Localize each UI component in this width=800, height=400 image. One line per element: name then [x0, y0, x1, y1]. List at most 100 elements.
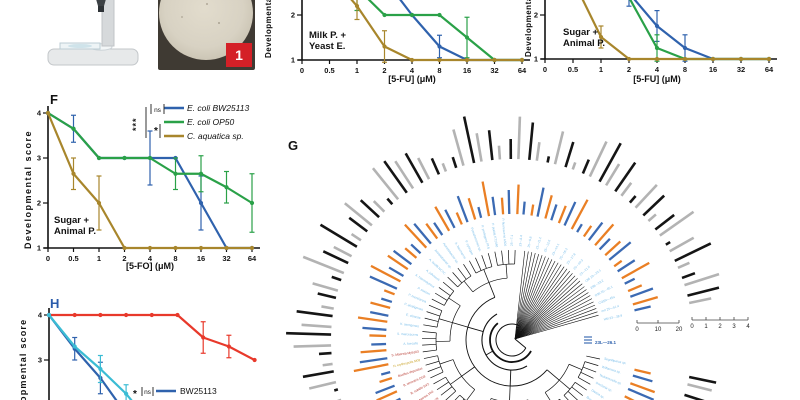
svg-text:25—12.6: 25—12.6	[543, 239, 551, 253]
svg-text:25—19.3: 25—19.3	[572, 258, 584, 270]
f-xaxis-label: [5-FO] (μM)	[126, 261, 174, 271]
svg-text:4: 4	[746, 324, 750, 330]
svg-text:ns: ns	[154, 107, 162, 114]
svg-text:ns: ns	[144, 389, 152, 396]
sugar-xaxis-label: [5-FU] (μM)	[633, 74, 681, 84]
svg-text:A. faecalis: A. faecalis	[403, 341, 418, 346]
tree-inner-ring	[353, 181, 659, 400]
sugar-plot-inset: Sugar + Animal P.	[563, 27, 606, 49]
svg-text:N. erythropolis M09: N. erythropolis M09	[393, 358, 421, 368]
svg-text:0: 0	[300, 66, 304, 75]
svg-text:4: 4	[38, 311, 43, 320]
svg-text:25—16.2: 25—16.2	[559, 247, 569, 260]
petri-dish-photo: 1	[158, 0, 255, 70]
svg-text:16: 16	[709, 65, 717, 74]
f-plot-inset: Sugar + Animal P.	[54, 215, 97, 237]
svg-text:E. coli OP50: E. coli OP50	[187, 117, 235, 127]
svg-text:3: 3	[732, 324, 736, 330]
svg-text:P. syringae: P. syringae	[464, 240, 474, 256]
svg-text:4: 4	[37, 109, 42, 118]
svg-text:P. alcaligenes: P. alcaligenes	[404, 302, 424, 312]
svg-text:4: 4	[148, 254, 153, 263]
svg-text:CO5R—45a: CO5R—45a	[598, 295, 616, 305]
svg-text:0: 0	[543, 65, 547, 74]
plot-f: 0 0.5 1 2 4 8 16 32 64 1 2 3 4 Developmental score	[23, 106, 260, 263]
svg-text:8: 8	[173, 254, 177, 263]
svg-text:1: 1	[37, 244, 41, 253]
svg-text:Developmental score: Developmental score	[23, 130, 33, 249]
photo-index-badge: 1	[226, 43, 252, 67]
tree-dendrogram	[422, 250, 601, 400]
milk-xaxis-label: [5-FU] (μM)	[388, 74, 436, 84]
svg-text:2: 2	[627, 65, 631, 74]
svg-text:2: 2	[122, 254, 126, 263]
svg-text:P. mendocina: P. mendocina	[408, 293, 427, 304]
svg-text:23L—26.1: 23L—26.1	[595, 340, 617, 345]
svg-text:mII 25—51.4: mII 25—51.4	[601, 304, 620, 313]
microscope-illustration	[47, 0, 139, 66]
svg-text:23—8.4: 23—8.4	[518, 235, 523, 247]
svg-text:K. aerogenes: K. aerogenes	[400, 322, 420, 329]
svg-text:8: 8	[437, 66, 441, 75]
svg-text:Bacillus depositus: Bacillus depositus	[397, 366, 423, 378]
svg-text:Developmental score: Developmental score	[524, 0, 533, 57]
svg-text:E. cloacae: E. cloacae	[406, 313, 422, 320]
svg-text:HM 23—38.9: HM 23—38.9	[603, 314, 622, 322]
svg-text:Williamsia sp.: Williamsia sp.	[602, 365, 622, 375]
svg-text:1: 1	[355, 66, 359, 75]
svg-text:0.5: 0.5	[568, 65, 578, 74]
milk-plot-inset: Milk P. + Yeast E.	[309, 30, 347, 52]
svg-text:*: *	[133, 389, 137, 400]
plot-h: 3 4 Developmental score	[18, 308, 257, 400]
plot-milk: 0 0.5 1 2 4 8 16 32 64 1 2 Developmental score	[264, 0, 530, 75]
svg-text:1: 1	[291, 56, 295, 65]
objective-lens	[96, 0, 106, 6]
svg-text:Developmental score: Developmental score	[18, 319, 28, 400]
svg-text:1: 1	[704, 324, 708, 330]
panel-g-label: G	[288, 138, 299, 153]
svg-text:25—9.8: 25—9.8	[527, 236, 533, 248]
svg-text:0.5: 0.5	[68, 254, 78, 263]
panel-h-label: H	[50, 296, 60, 311]
svg-text:3: 3	[38, 356, 42, 365]
svg-text:Segniliparus sp.: Segniliparus sp.	[604, 357, 627, 366]
svg-text:P. putida KT2440: P. putida KT2440	[491, 223, 499, 248]
svg-text:32: 32	[222, 254, 230, 263]
svg-text:S. Maersia Myb103: S. Maersia Myb103	[391, 350, 419, 358]
svg-text:23—11.2: 23—11.2	[535, 236, 542, 250]
svg-text:E. coli BW25113: E. coli BW25113	[187, 103, 249, 113]
panel-f-label: F	[50, 92, 58, 107]
svg-text:2: 2	[291, 11, 295, 20]
svg-text:23—17.8: 23—17.8	[566, 252, 577, 265]
svg-text:0: 0	[635, 327, 639, 333]
svg-text:1: 1	[97, 254, 101, 263]
svg-text:2: 2	[382, 66, 386, 75]
svg-text:2: 2	[718, 324, 722, 330]
svg-text:4: 4	[410, 66, 415, 75]
svg-text:*: *	[154, 126, 158, 137]
svg-text:32: 32	[737, 65, 745, 74]
svg-text:2: 2	[534, 11, 538, 20]
svg-text:BW25113: BW25113	[180, 386, 217, 396]
svg-text:1: 1	[599, 65, 603, 74]
svg-text:Developmental score: Developmental score	[264, 0, 273, 58]
svg-text:23—21.6: 23—21.6	[579, 265, 591, 277]
svg-text:10: 10	[655, 327, 662, 333]
svg-text:3: 3	[37, 154, 41, 163]
svg-text:64: 64	[518, 66, 527, 75]
svg-text:64: 64	[765, 65, 774, 74]
svg-text:P. fluorescens A506: P. fluorescens A506	[501, 218, 507, 246]
svg-text:23B—23.2: 23B—23.2	[590, 278, 605, 290]
svg-text:2: 2	[37, 199, 41, 208]
svg-text:***: ***	[131, 117, 141, 131]
svg-text:P. protegens Pf-5: P. protegens Pf-5	[480, 225, 490, 250]
svg-text:20: 20	[676, 327, 683, 333]
svg-text:P. stutzeri: P. stutzeri	[417, 286, 431, 296]
svg-text:23—14.1: 23—14.1	[551, 243, 560, 257]
svg-text:0: 0	[46, 254, 50, 263]
svg-text:4: 4	[655, 65, 660, 74]
